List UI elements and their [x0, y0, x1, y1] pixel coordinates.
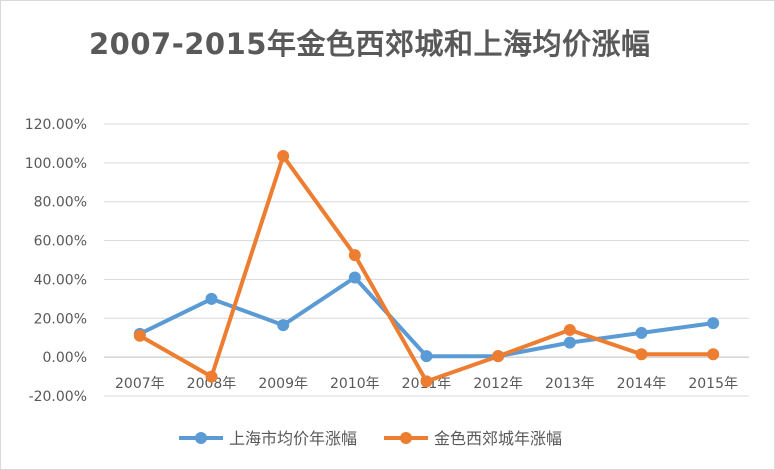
y-tick-label: 80.00% — [34, 195, 87, 211]
gridlines — [104, 123, 749, 397]
data-point-series-1 — [707, 317, 720, 330]
legend-swatch-marker — [400, 432, 412, 444]
x-tick-label: 2014年 — [617, 376, 667, 392]
x-tick-label: 2013年 — [545, 376, 595, 392]
data-point-series-1 — [635, 326, 648, 339]
data-point-series-2 — [635, 348, 648, 361]
x-axis-ticks: 2007年2008年2009年2010年2011年2012年2013年2014年… — [115, 376, 738, 392]
x-tick-label: 2015年 — [688, 376, 738, 392]
data-point-series-2 — [348, 249, 361, 262]
x-tick-label: 2010年 — [330, 376, 380, 392]
data-point-series-2 — [563, 323, 576, 336]
y-tick-label: 100.00% — [25, 156, 87, 172]
x-tick-label: 2009年 — [258, 376, 308, 392]
data-point-series-1 — [205, 292, 218, 305]
y-tick-label: 0.00% — [43, 350, 87, 366]
data-point-series-2 — [205, 370, 218, 383]
legend: 上海市均价年涨幅 金色西郊城年涨幅 — [179, 429, 562, 448]
legend-label: 上海市均价年涨幅 — [229, 429, 357, 448]
series-lines — [133, 150, 720, 388]
x-tick-label: 2007年 — [115, 376, 165, 392]
data-point-series-1 — [563, 336, 576, 349]
series-line-1 — [137, 275, 716, 359]
legend-item-1: 上海市均价年涨幅 — [179, 429, 357, 448]
x-tick-label: 2008年 — [187, 376, 237, 392]
x-tick-label: 2012年 — [473, 376, 523, 392]
y-tick-label: 40.00% — [34, 272, 87, 288]
y-axis-ticks: 120.00% 100.00% 80.00% 60.00% 40.00% 20.00% 0.… — [25, 117, 87, 405]
data-point-series-2 — [492, 350, 505, 363]
chart-title: 2007-2015年金色西郊城和上海均价涨幅 — [89, 27, 651, 61]
y-tick-label: 120.00% — [25, 117, 87, 133]
data-point-series-1 — [277, 319, 290, 332]
y-tick-label: 20.00% — [34, 311, 87, 327]
series-line-2 — [137, 154, 716, 384]
data-point-series-2 — [707, 348, 720, 361]
y-tick-label: -20.00% — [29, 389, 87, 405]
legend-label: 金色西郊城年涨幅 — [434, 429, 562, 448]
legend-swatch-marker — [195, 432, 207, 444]
data-point-series-2 — [420, 375, 433, 388]
data-point-series-1 — [348, 271, 361, 284]
data-point-series-1 — [420, 350, 433, 363]
data-point-series-2 — [277, 150, 290, 163]
legend-item-2: 金色西郊城年涨幅 — [384, 429, 562, 448]
y-tick-label: 60.00% — [34, 234, 87, 250]
data-point-series-2 — [133, 329, 146, 342]
